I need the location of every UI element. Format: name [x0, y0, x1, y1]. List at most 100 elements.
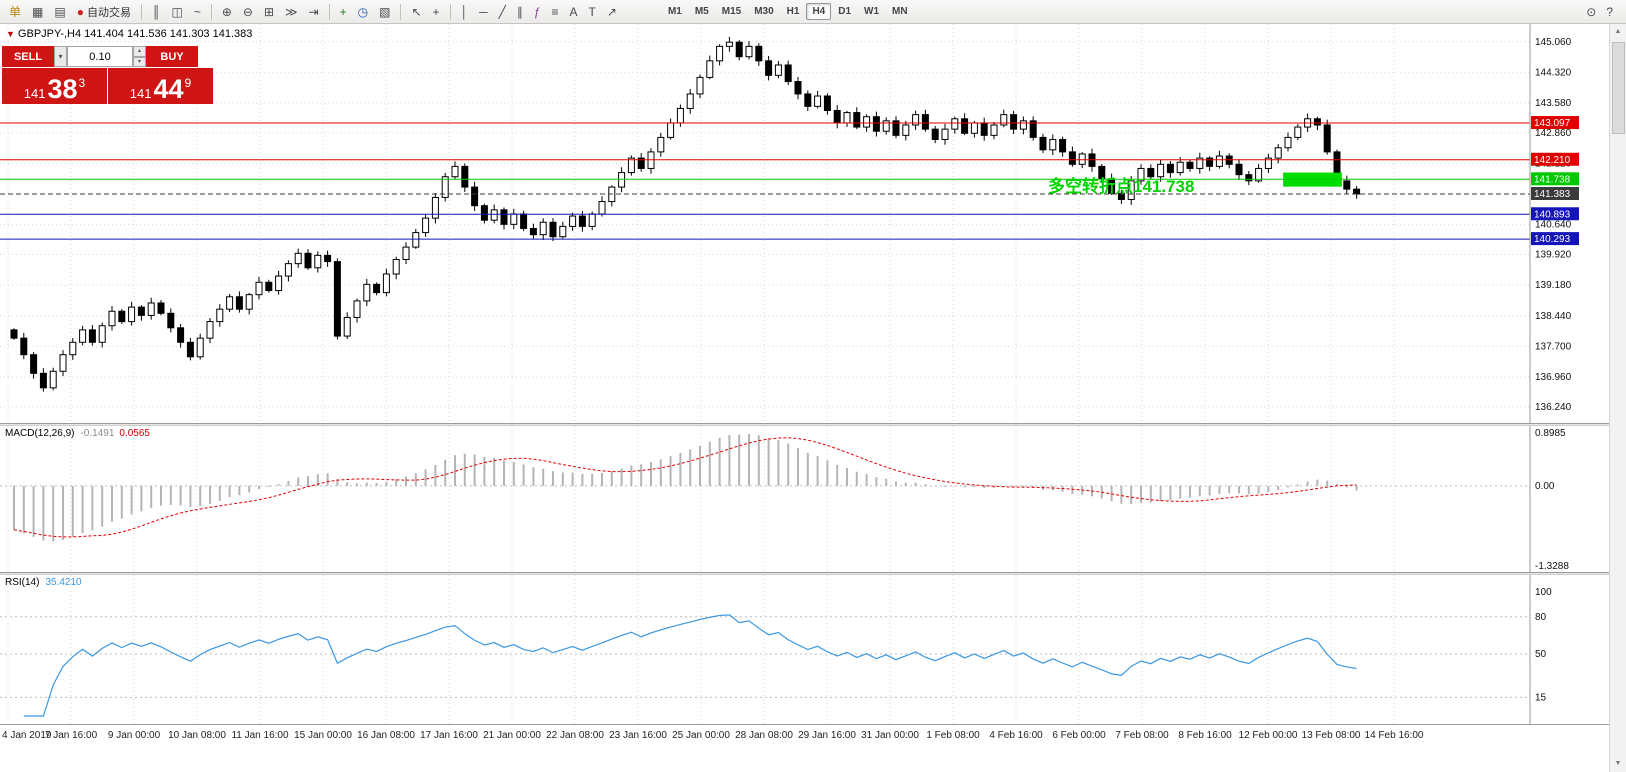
- candle-body: [382, 273, 390, 294]
- chart-shift-button[interactable]: ⇥: [304, 1, 324, 23]
- templates-icon: ▧: [379, 4, 391, 19]
- horizontal-line-button[interactable]: ─: [474, 1, 493, 23]
- timeframe-m5-button[interactable]: M5: [694, 6, 709, 17]
- chart-annotation-text[interactable]: 多空转折点141.738: [1048, 177, 1195, 196]
- candle-body: [1166, 163, 1174, 174]
- timeframe-mn-button[interactable]: MN: [892, 6, 908, 17]
- timeframe-w1-button[interactable]: W1: [864, 6, 880, 17]
- volume-decrease-button[interactable]: ▾: [133, 56, 146, 67]
- time-axis[interactable]: 4 Jan 2019 7 Jan 16:00 9 Jan 00:00 10 Jan 0…: [0, 724, 1610, 747]
- order-options-dropdown[interactable]: ▾: [54, 46, 67, 67]
- candle-body: [1019, 120, 1027, 130]
- templates-button[interactable]: ▧: [374, 1, 395, 23]
- line-chart-mode-button[interactable]: ~: [189, 1, 206, 23]
- equidistant-channel-button[interactable]: ∥: [512, 1, 528, 23]
- periods-button[interactable]: ◷: [353, 1, 373, 23]
- timeframe-h4-button[interactable]: H4: [806, 3, 832, 20]
- macd-panel[interactable]: 0.8985 0.00 -1.3288: [0, 426, 1610, 572]
- candle-body: [755, 45, 763, 62]
- candle-body: [892, 120, 900, 136]
- candlestick-mode-button[interactable]: ◫: [166, 1, 187, 23]
- timeframe-m15-button[interactable]: M15: [721, 6, 742, 17]
- candle-body: [79, 329, 87, 343]
- price-axis[interactable]: 145.060144.320143.580142.860142.120141.3…: [1529, 24, 1579, 423]
- vertical-scrollbar[interactable]: ▲ ▼: [1609, 24, 1626, 772]
- search-button[interactable]: ⊙: [1581, 1, 1601, 23]
- candle-body: [912, 114, 920, 126]
- zoom-out-button[interactable]: ⊖: [238, 1, 258, 23]
- profiles-button[interactable]: ▤: [49, 1, 70, 23]
- panel-splitter[interactable]: [0, 572, 1610, 575]
- indicators-add-button[interactable]: +: [335, 1, 352, 23]
- timeframe-m30-button[interactable]: M30: [754, 6, 774, 17]
- scroll-up-button[interactable]: ▲: [1614, 28, 1622, 35]
- tile-windows-button[interactable]: ⊞: [259, 1, 279, 23]
- volume-input[interactable]: [67, 46, 133, 67]
- candle-body: [167, 312, 175, 329]
- arrows-button[interactable]: ↗: [602, 1, 622, 23]
- help-button[interactable]: ?: [1601, 1, 1618, 23]
- auto-trading-button[interactable]: ● 自动交易: [72, 1, 136, 23]
- candle-body: [676, 107, 684, 124]
- candle-body: [255, 281, 263, 296]
- panel-splitter[interactable]: [0, 423, 1610, 426]
- candle-body: [177, 327, 185, 343]
- new-order-button[interactable]: 单: [4, 1, 26, 23]
- price-tag: [1531, 186, 1579, 200]
- crosshair-button[interactable]: +: [428, 1, 445, 23]
- candle-body: [1245, 174, 1253, 182]
- candle-body: [412, 232, 420, 248]
- bid-price[interactable]: 141 38 3: [2, 68, 107, 104]
- auto-scroll-button[interactable]: ≫: [280, 1, 303, 23]
- trendline-button[interactable]: ╱: [494, 1, 511, 23]
- candle-body: [588, 213, 596, 227]
- chart-area: 145.060144.320143.580142.860142.120141.3…: [0, 24, 1626, 772]
- chart-windows-button[interactable]: ▦: [27, 1, 48, 23]
- candle-body: [471, 186, 479, 207]
- candle-body: [1137, 167, 1145, 182]
- text-button[interactable]: A: [565, 1, 583, 23]
- candle-body: [49, 370, 57, 389]
- candle-body: [1010, 114, 1018, 130]
- cursor-button[interactable]: ↖: [406, 1, 426, 23]
- candle-body: [216, 308, 224, 323]
- bar-chart-mode-button[interactable]: ║: [147, 1, 166, 23]
- fibonacci-retracement-button[interactable]: ƒ: [529, 1, 546, 23]
- candle-body: [186, 341, 194, 358]
- shapes-button[interactable]: ≡: [547, 1, 564, 23]
- buy-button[interactable]: BUY: [146, 46, 198, 67]
- toolbar-separator: [328, 3, 330, 20]
- price-tag: [1531, 207, 1579, 221]
- text-label-button[interactable]: T: [584, 1, 601, 23]
- macd-axis-label: -1.3288: [1535, 561, 1569, 572]
- main-price-chart[interactable]: 145.060144.320143.580142.860142.120141.3…: [0, 24, 1610, 423]
- rsi-panel[interactable]: 100 80 50 15: [0, 575, 1610, 724]
- candle-body: [147, 302, 155, 316]
- volume-increase-button[interactable]: ▴: [133, 46, 146, 57]
- vertical-line-button[interactable]: │: [456, 1, 474, 23]
- timeframe-h1-button[interactable]: H1: [786, 6, 800, 17]
- price-axis-label: 139.920: [1535, 250, 1572, 261]
- candle-body: [1068, 151, 1076, 165]
- candle-body: [1353, 188, 1361, 195]
- candle-body: [128, 306, 136, 323]
- scrollbar-thumb[interactable]: [1612, 42, 1625, 134]
- ask-price[interactable]: 141 44 9: [108, 68, 213, 104]
- candle-body: [284, 263, 292, 277]
- price-axis-label: 145.060: [1535, 37, 1572, 48]
- candle-body: [1264, 157, 1272, 169]
- timeframe-d1-button[interactable]: D1: [838, 6, 852, 17]
- candle-body: [1186, 161, 1194, 169]
- candle-body: [294, 252, 302, 265]
- sell-button[interactable]: SELL: [2, 46, 54, 67]
- candle-body: [88, 329, 96, 343]
- candle-body: [598, 201, 606, 215]
- volume-spinner: ▴ ▾: [133, 46, 146, 67]
- symbol-ohlc-text: GBPJPY-,H4 141.404 141.536 141.303 141.3…: [17, 28, 253, 40]
- timeframe-m1-button[interactable]: M1: [667, 6, 682, 17]
- candle-body: [520, 213, 528, 229]
- zoom-in-button[interactable]: ⊕: [217, 1, 237, 23]
- scroll-down-button[interactable]: ▼: [1614, 760, 1622, 767]
- fibonacci-retracement-icon: ƒ: [533, 4, 541, 19]
- candle-body: [657, 136, 665, 153]
